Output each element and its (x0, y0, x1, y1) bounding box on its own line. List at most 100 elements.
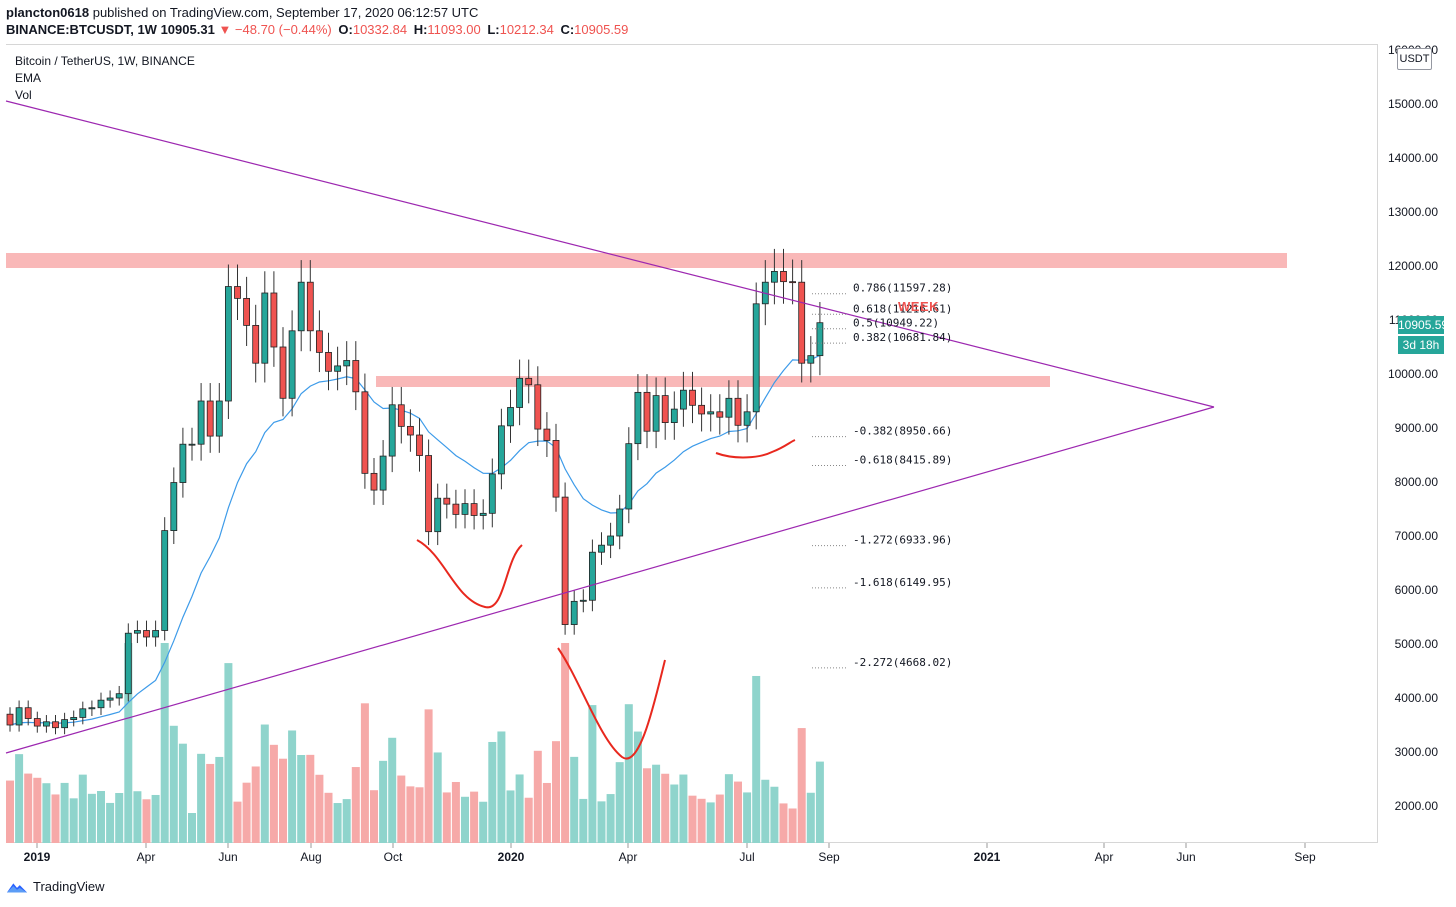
candles (6, 248, 824, 735)
volume-bar (479, 801, 488, 843)
volume-bar (815, 761, 824, 843)
red-curve-1[interactable] (416, 539, 523, 609)
volume-bar (643, 768, 651, 843)
volume-bar (333, 803, 342, 843)
candle-body (143, 630, 150, 638)
candle-body (70, 717, 78, 721)
volume-bar (715, 794, 724, 843)
volume-bar (15, 754, 24, 843)
fib-label: 0.618(11216.61) (853, 302, 952, 315)
volume-bar (78, 774, 87, 843)
price-tick: 7000.00 (1395, 529, 1439, 543)
volume-bar (451, 781, 460, 843)
time-tick: Jun (1176, 850, 1195, 864)
price-tick: 8000.00 (1395, 475, 1439, 489)
volume-bar (806, 792, 815, 843)
candle-body (443, 497, 451, 505)
candle-body (261, 292, 269, 364)
volume-bar (761, 779, 770, 843)
volume-bar (606, 794, 615, 843)
volume-bar (324, 792, 333, 843)
red-curve-2[interactable] (557, 647, 666, 760)
upper-trendline[interactable] (5, 100, 1215, 408)
volume-bar (624, 704, 633, 843)
volume-bar (133, 791, 142, 843)
volume-bar (379, 760, 388, 843)
candle-body (589, 551, 596, 601)
price-tick: 10000.00 (1388, 367, 1438, 381)
volume-bar (251, 766, 260, 843)
volume-bar (570, 756, 579, 843)
volume-bar (215, 756, 224, 843)
red-curve-3[interactable] (715, 439, 796, 459)
candle-body (215, 400, 223, 437)
volume-bar (97, 791, 105, 843)
time-tick: 2020 (498, 850, 525, 864)
candle-body (789, 281, 796, 284)
volume-bar (242, 782, 251, 843)
candle-body (406, 425, 414, 436)
volume-bar (406, 786, 415, 843)
volume-bar (142, 799, 151, 843)
candle-body (561, 496, 569, 625)
volume-bar (797, 728, 806, 843)
currency-label[interactable]: USDT (1397, 48, 1432, 70)
volume-bar (470, 791, 479, 843)
volume-bar (424, 709, 433, 843)
candle-body (479, 512, 487, 516)
candle-body (816, 322, 824, 357)
support-zone[interactable] (376, 376, 1050, 387)
time-tick: Apr (619, 850, 638, 864)
candle-body (115, 693, 123, 699)
symbol-label: BINANCE:BTCUSDT, 1W (6, 22, 157, 37)
open-label: O: (338, 22, 353, 37)
candle-body (161, 530, 169, 631)
low-value: 10212.34 (499, 22, 554, 37)
candle-body (670, 408, 678, 424)
ema-polyline (9, 354, 821, 726)
fib-label: 0.5(10949.22) (853, 317, 939, 330)
footer-brand: TradingView (33, 879, 105, 894)
candle-body (771, 270, 778, 283)
volume-bar (770, 786, 779, 843)
price-tick: 14000.00 (1388, 151, 1438, 165)
candle-body (725, 397, 733, 418)
volume-bar (106, 802, 115, 843)
candle-body (652, 395, 660, 432)
candle-body (689, 389, 696, 406)
publisher-name[interactable]: plancton0618 (6, 5, 90, 20)
volume-bar (224, 663, 233, 843)
time-axis: 2019 Apr Jun Aug Oct 2020 Apr Jul Sep 2021 Apr Jun S… (24, 843, 1316, 864)
candle-body (88, 707, 96, 710)
volume-bar (288, 730, 297, 843)
volume-bar (652, 764, 661, 843)
price-axis: 16000.0015000.0014000.0013000.0012000.00… (1388, 43, 1438, 813)
volume-bar (260, 724, 269, 843)
volume-bar (552, 741, 560, 843)
bar-countdown-tag: 3d 18h (1398, 336, 1444, 354)
volume-bar (788, 808, 797, 843)
candle-body (24, 707, 32, 719)
resistance-zone[interactable] (6, 253, 1287, 268)
volume-bar (743, 792, 752, 843)
volume-bar (442, 792, 451, 843)
volume-bar (6, 780, 14, 843)
footer[interactable]: TradingView (6, 879, 105, 894)
volume-bar (597, 801, 606, 843)
candle-body (315, 330, 323, 353)
volume-bar (169, 725, 178, 843)
candle-body (470, 503, 478, 516)
time-tick: Jul (739, 850, 754, 864)
volume-bar (87, 793, 96, 843)
price-change: ▼ −48.70 (−0.44%) (218, 22, 332, 37)
volume-bar (697, 798, 706, 843)
candle-body (379, 455, 387, 491)
close-value: 10905.59 (574, 22, 629, 37)
lower-trendline[interactable] (5, 406, 1215, 754)
time-tick: Apr (137, 850, 156, 864)
legend-ema[interactable]: EMA (15, 71, 42, 85)
candle-body (343, 360, 351, 367)
legend-vol[interactable]: Vol (15, 88, 32, 102)
volume-bar (197, 753, 206, 843)
